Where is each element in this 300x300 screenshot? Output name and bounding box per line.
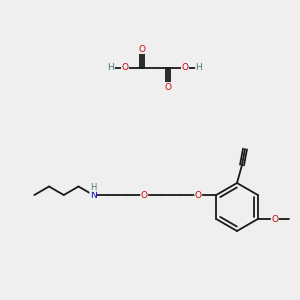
Text: H: H [90,182,96,191]
Text: O: O [164,82,172,91]
Text: H: H [196,64,202,73]
Text: N: N [90,190,97,200]
Text: H: H [108,64,114,73]
Text: O: O [139,44,145,53]
Text: O: O [195,190,202,200]
Text: O: O [122,64,128,73]
Text: O: O [182,64,188,73]
Text: O: O [271,214,278,224]
Text: O: O [141,190,148,200]
